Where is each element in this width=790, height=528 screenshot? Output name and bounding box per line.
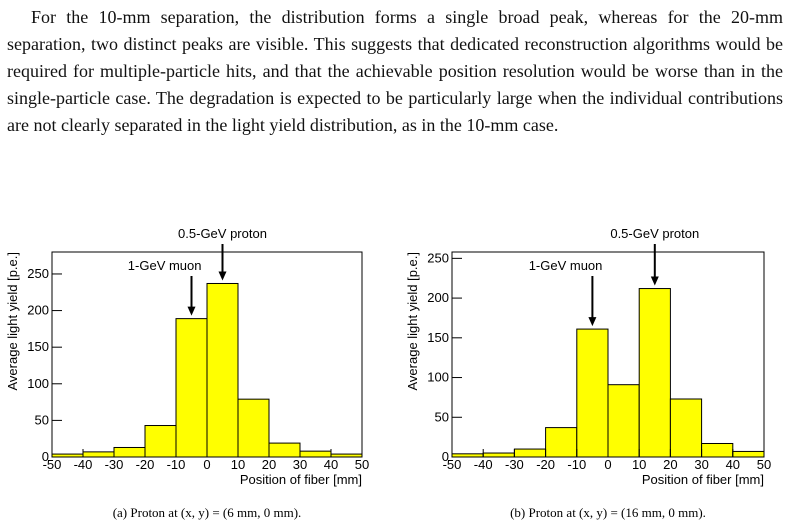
x-tick-label: 10 [632, 457, 646, 472]
x-tick-label: 40 [726, 457, 740, 472]
y-axis-label: Average light yield [p.e.] [5, 252, 20, 391]
caption: (a) Proton at (x, y) = (6 mm, 0 mm). [113, 505, 302, 520]
x-tick-label: -40 [474, 457, 493, 472]
bar [638, 288, 671, 458]
arrow-head [187, 306, 196, 316]
x-tick-label: 10 [231, 457, 245, 472]
annotation: 1-GeV muon [128, 258, 202, 273]
caption: (b) Proton at (x, y) = (16 mm, 0 mm). [510, 505, 706, 520]
x-tick-label: 50 [355, 457, 369, 472]
annotation: 0.5-GeV proton [610, 226, 699, 241]
x-tick-label: -50 [43, 457, 62, 472]
y-tick-label: 0 [442, 449, 449, 464]
y-tick-label: 50 [435, 409, 449, 424]
bar [206, 282, 239, 458]
x-tick-label: -30 [105, 457, 124, 472]
bar [669, 398, 703, 458]
annotation: 0.5-GeV proton [178, 226, 267, 241]
bar [545, 427, 578, 458]
arrow-head [218, 271, 227, 281]
y-tick-label: 200 [427, 290, 449, 305]
y-tick-label: 250 [427, 250, 449, 265]
bar [607, 384, 640, 458]
bar [268, 442, 301, 458]
paragraph: For the 10-mm separation, the distributi… [7, 7, 783, 135]
x-tick-label: -10 [567, 457, 586, 472]
bar [113, 446, 146, 458]
y-tick-label: 100 [27, 376, 49, 391]
x-tick-label: 0 [604, 457, 611, 472]
x-tick-label: 30 [694, 457, 708, 472]
bar [237, 398, 270, 458]
y-tick-label: 150 [27, 339, 49, 354]
x-tick-label: 0 [203, 457, 210, 472]
annotation: 1-GeV muon [529, 258, 603, 273]
y-axis-label: Average light yield [p.e.] [405, 252, 420, 391]
y-tick-label: 250 [27, 266, 49, 281]
x-tick-label: -10 [167, 457, 186, 472]
arrow-head [588, 317, 597, 327]
bar [701, 442, 734, 458]
y-tick-label: 0 [42, 449, 49, 464]
y-tick-label: 150 [427, 330, 449, 345]
x-tick-label: -20 [536, 457, 555, 472]
arrow-head [650, 276, 659, 286]
bar [513, 448, 547, 458]
bar [576, 328, 609, 458]
x-axis-label: Position of fiber [mm] [642, 472, 764, 487]
x-axis-label: Position of fiber [mm] [240, 472, 362, 487]
x-tick-label: 20 [262, 457, 276, 472]
x-tick-label: -20 [136, 457, 155, 472]
bar [175, 318, 208, 458]
x-tick-label: 40 [324, 457, 338, 472]
x-tick-label: -50 [443, 457, 462, 472]
y-tick-label: 200 [27, 303, 49, 318]
x-tick-label: -40 [74, 457, 93, 472]
x-tick-label: -30 [505, 457, 524, 472]
x-tick-label: 30 [293, 457, 307, 472]
y-tick-label: 100 [427, 370, 449, 385]
bar [144, 425, 177, 458]
x-tick-label: 20 [663, 457, 677, 472]
x-tick-label: 50 [757, 457, 771, 472]
y-tick-label: 50 [35, 412, 49, 427]
